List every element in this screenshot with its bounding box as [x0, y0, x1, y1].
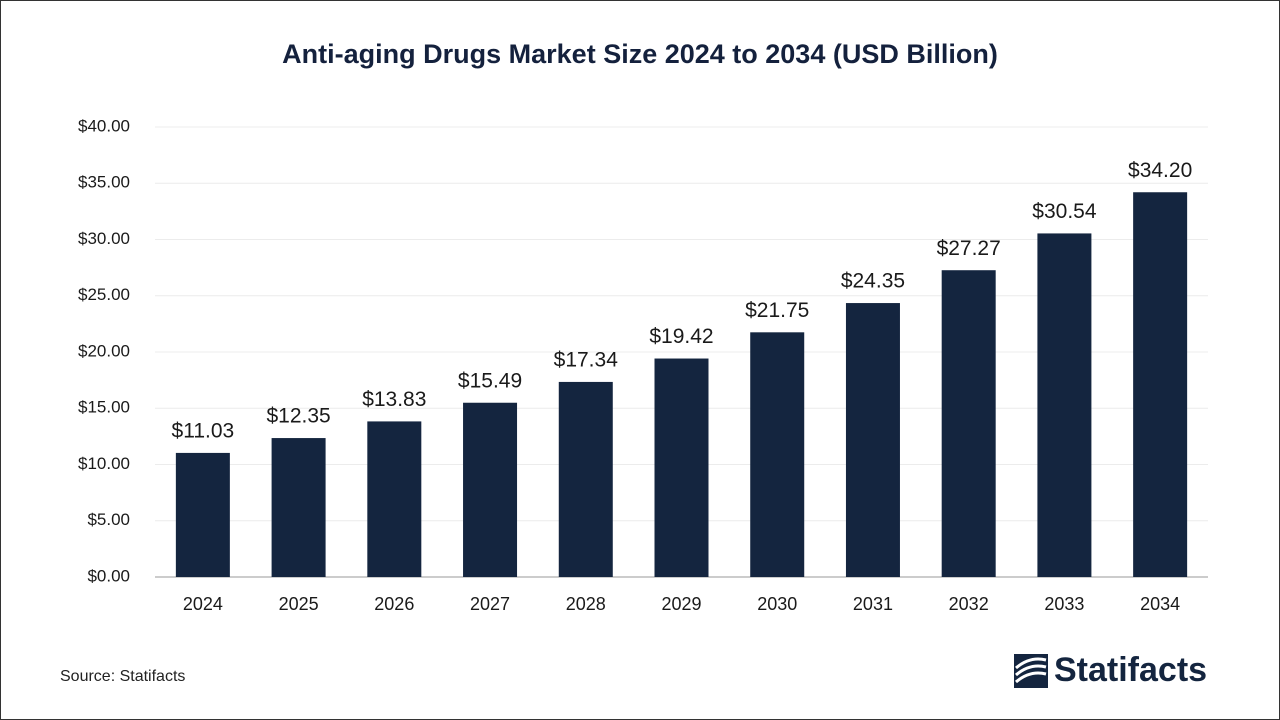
x-tick-label: 2026: [374, 594, 414, 614]
value-label: $12.35: [266, 405, 330, 428]
brand-logo: Statifacts: [1014, 651, 1207, 689]
bar: [845, 303, 900, 577]
y-tick-label: $15.00: [78, 398, 130, 417]
value-label: $15.49: [458, 369, 522, 392]
value-label: $13.83: [362, 388, 426, 411]
y-tick-label: $10.00: [78, 454, 130, 473]
bar: [367, 421, 422, 577]
y-tick-label: $20.00: [78, 341, 130, 360]
x-tick-label: 2024: [183, 594, 223, 614]
bar: [654, 358, 709, 577]
x-tick-label: 2032: [949, 594, 989, 614]
x-tick-label: 2027: [470, 594, 510, 614]
x-tick-label: 2025: [279, 594, 319, 614]
bar: [271, 438, 326, 577]
source-note: Source: Statifacts: [60, 668, 185, 685]
brand-name: Statifacts: [1054, 651, 1207, 689]
y-tick-label: $35.00: [78, 173, 130, 192]
x-tick-label: 2034: [1140, 594, 1180, 614]
x-tick-label: 2030: [757, 594, 797, 614]
bar: [175, 452, 230, 577]
value-label: $34.20: [1128, 159, 1192, 182]
chart-title: Anti-aging Drugs Market Size 2024 to 203…: [282, 39, 998, 69]
x-tick-label: 2028: [566, 594, 606, 614]
value-label: $19.42: [649, 325, 713, 348]
bar: [750, 332, 805, 577]
logo-stripes: [1015, 657, 1047, 684]
x-tick-label: 2033: [1044, 594, 1084, 614]
y-tick-label: $40.00: [78, 116, 130, 135]
bar: [941, 270, 996, 577]
bar: [463, 402, 518, 577]
bar: [558, 381, 613, 577]
value-label: $30.54: [1032, 200, 1097, 223]
value-label: $11.03: [172, 419, 235, 442]
value-label: $24.35: [841, 270, 905, 293]
value-label: $27.27: [937, 237, 1001, 260]
bar: [1037, 233, 1092, 578]
x-tick-label: 2031: [853, 594, 893, 614]
y-tick-label: $0.00: [87, 566, 130, 585]
y-tick-label: $5.00: [87, 510, 130, 529]
y-tick-label: $30.00: [78, 229, 130, 248]
y-tick-label: $25.00: [78, 285, 130, 304]
value-label: $21.75: [745, 299, 809, 322]
x-tick-label: 2029: [661, 594, 701, 614]
bar: [1133, 192, 1188, 577]
value-label: $17.34: [554, 348, 619, 371]
